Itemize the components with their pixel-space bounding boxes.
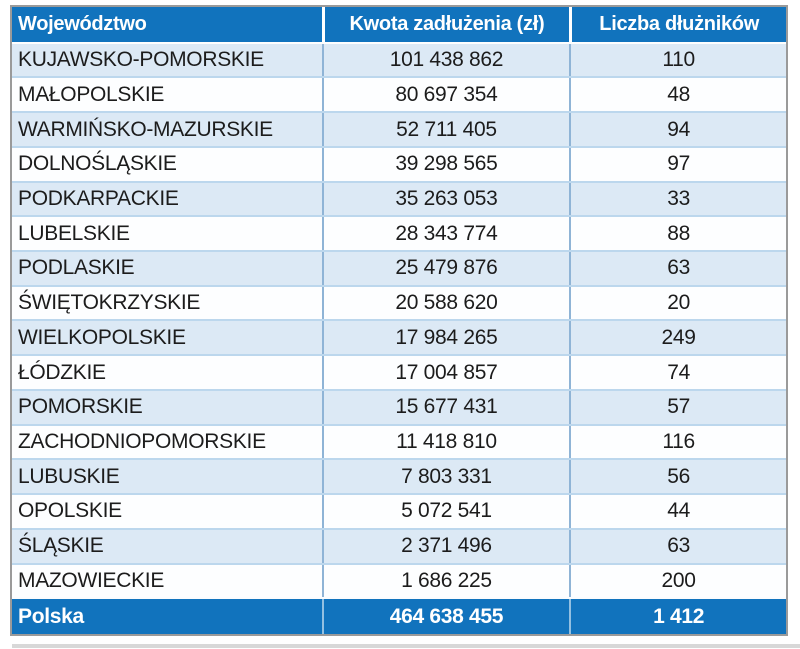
debtor-count: 110 [569,43,786,77]
debt-amount: 28 343 774 [321,217,570,251]
debtor-count: 48 [569,78,786,112]
table-row: ZACHODNIOPOMORSKIE 11 418 810 116 [12,423,786,459]
debtor-count: 116 [569,425,786,459]
table-row: ŁÓDZKIE 17 004 857 74 [12,354,786,389]
debtor-count: 94 [569,113,786,146]
debtor-count: 200 [569,564,786,598]
table-row: OPOLSKIE 5 072 541 44 [12,493,786,528]
table-body: KUJAWSKO-POMORSKIE 101 438 862 110 MAŁOPOLS… [12,41,786,598]
table-row: LUBUSKIE 7 803 331 56 [12,458,786,494]
voivodeship-name: ŁÓDZKIE [18,360,106,384]
debt-amount: 5 072 541 [321,495,570,528]
voivodeship-name: ZACHODNIOPOMORSKIE [18,429,266,453]
debtor-count: 33 [569,182,786,216]
voivodeship-name: OPOLSKIE [18,499,122,523]
voivodeship-name: WIELKOPOLSKIE [18,325,186,349]
bottom-edge-strip [12,644,800,648]
debt-amount: 2 371 496 [321,529,570,563]
table-row: PODKARPACKIE 35 263 053 33 [12,180,786,216]
debtor-count: 63 [569,529,786,563]
debtor-count: 74 [569,356,786,389]
debt-amount: 39 298 565 [321,147,570,181]
column-header-kwota-zadluzenia: Kwota zadłużenia (zł) [321,7,570,42]
table-row: WARMIŃSKO-MAZURSKIE 52 711 405 94 [12,111,786,146]
debt-table: Województwo Kwota zadłużenia (zł) Liczba… [10,5,788,636]
footer-total-debt: 464 638 455 [321,599,570,634]
debtor-count: 56 [569,460,786,494]
debtor-count: 97 [569,147,786,181]
voivodeship-name: MAŁOPOLSKIE [18,82,165,106]
debtor-count: 88 [569,217,786,251]
table-row: WIELKOPOLSKIE 17 984 265 249 [12,319,786,355]
voivodeship-name: DOLNOŚLĄSKIE [18,152,177,176]
debt-amount: 25 479 876 [321,252,570,285]
column-header-liczba-dluznikow: Liczba dłużników [569,7,786,42]
voivodeship-name: MAZOWIECKIE [18,568,165,592]
debt-amount: 17 984 265 [321,321,570,355]
voivodeship-name: ŚWIĘTOKRZYSKIE [18,291,201,315]
debt-amount: 15 677 431 [321,390,570,424]
table-row: ŚLĄSKIE 2 371 496 63 [12,527,786,563]
table-row: KUJAWSKO-POMORSKIE 101 438 862 110 [12,41,786,77]
voivodeship-name: LUBUSKIE [18,464,120,488]
debt-amount: 52 711 405 [321,113,570,146]
debt-amount: 1 686 225 [321,564,570,598]
table-row: MAŁOPOLSKIE 80 697 354 48 [12,76,786,112]
voivodeship-name: PODKARPACKIE [18,186,179,210]
table-row: POMORSKIE 15 677 431 57 [12,388,786,424]
table-row: MAZOWIECKIE 1 686 225 200 [12,562,786,598]
debt-amount: 11 418 810 [321,425,570,459]
debtor-count: 20 [569,286,786,320]
debt-amount: 7 803 331 [321,460,570,494]
debtor-count: 249 [569,321,786,355]
table-row: DOLNOŚLĄSKIE 39 298 565 97 [12,145,786,181]
voivodeship-name: ŚLĄSKIE [18,534,104,558]
debt-amount: 17 004 857 [321,356,570,389]
debt-amount: 35 263 053 [321,182,570,216]
voivodeship-name: POMORSKIE [18,395,143,419]
table-header-row: Województwo Kwota zadłużenia (zł) Liczba… [12,7,786,42]
column-header-wojewodztwo: Województwo [18,12,147,35]
table-row: ŚWIĘTOKRZYSKIE 20 588 620 20 [12,284,786,320]
debtor-count: 63 [569,252,786,285]
table-row: LUBELSKIE 28 343 774 88 [12,215,786,251]
voivodeship-name: PODLASKIE [18,256,135,280]
debt-amount: 20 588 620 [321,286,570,320]
debtor-count: 44 [569,495,786,528]
voivodeship-name: KUJAWSKO-POMORSKIE [18,48,264,72]
table-footer-row: Polska 464 638 455 1 412 [12,597,786,634]
debt-amount: 80 697 354 [321,78,570,112]
footer-total-debtors: 1 412 [569,599,786,634]
footer-total-label: Polska [18,604,84,628]
debtor-count: 57 [569,390,786,424]
debt-amount: 101 438 862 [321,43,570,77]
table-row: PODLASKIE 25 479 876 63 [12,250,786,285]
voivodeship-name: LUBELSKIE [18,221,130,245]
voivodeship-name: WARMIŃSKO-MAZURSKIE [18,117,273,141]
